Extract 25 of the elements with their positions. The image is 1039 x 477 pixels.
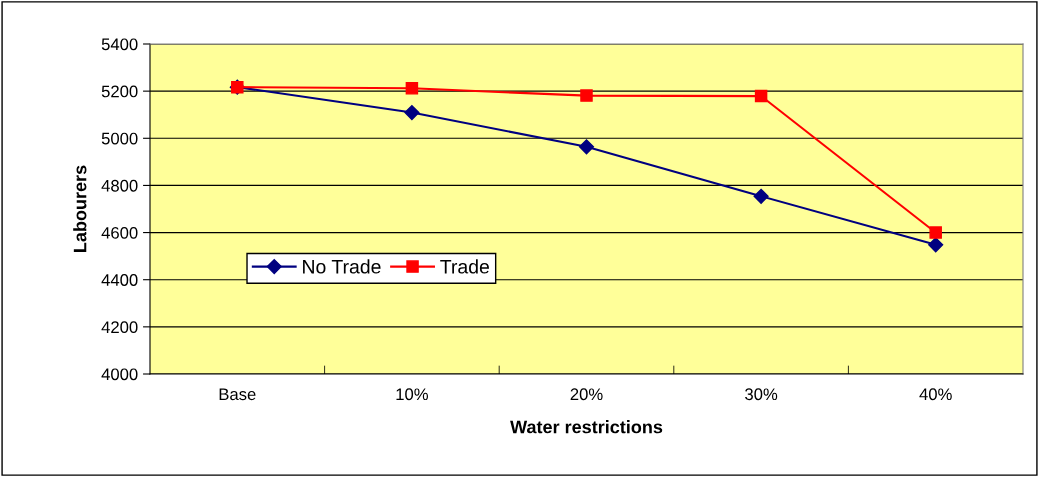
x-tick-label: 40%	[919, 388, 952, 401]
point	[404, 105, 420, 121]
point	[754, 89, 768, 103]
x-tick-label: 10%	[396, 388, 428, 401]
x-tick-label: 30%	[745, 388, 778, 401]
point	[929, 226, 942, 239]
legend-label: Trade	[440, 259, 489, 274]
point	[753, 188, 769, 204]
y-tick-label: 4800	[101, 179, 138, 192]
y-tick-label: 4200	[101, 321, 138, 334]
point	[928, 237, 944, 253]
y-tick-label: 5400	[101, 38, 138, 51]
point	[578, 139, 595, 155]
y-axis-title: Labourers	[73, 165, 87, 252]
y-tick-label: 5200	[101, 85, 138, 98]
y-tick-label: 4400	[101, 274, 138, 286]
point	[580, 89, 593, 102]
x-tick-label: 20%	[570, 388, 603, 401]
y-tick-label: 4600	[101, 226, 138, 239]
x-tick-label: Base	[219, 388, 256, 401]
y-tick-label: 5000	[101, 132, 138, 145]
x-axis-title: Water restrictions	[510, 420, 663, 434]
point	[405, 82, 419, 95]
y-tick-label: 4000	[101, 368, 138, 381]
legend-label: No Trade	[303, 259, 381, 274]
